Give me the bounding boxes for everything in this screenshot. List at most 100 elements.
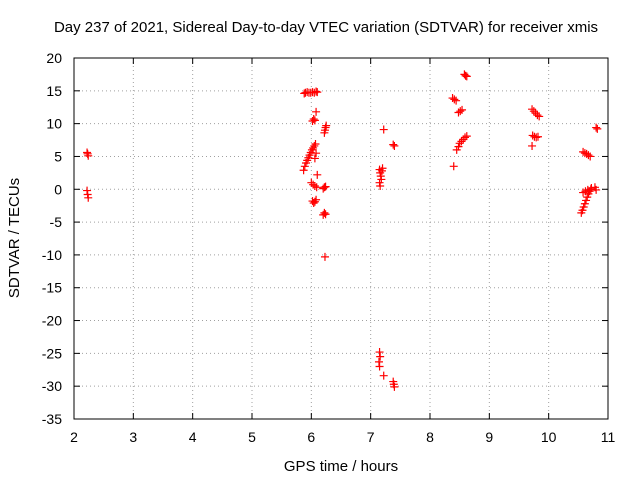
data-point bbox=[580, 199, 589, 208]
data-point bbox=[592, 185, 601, 194]
data-point bbox=[322, 121, 331, 130]
data-point bbox=[377, 175, 386, 184]
data-point bbox=[300, 162, 309, 171]
data-point bbox=[310, 197, 319, 206]
data-point bbox=[321, 182, 330, 191]
axis-ticks: 2 3 4 5 6 7 8 9 10 11 20 15 10 5 0 -5 -10 -15 -20 -25 -30 -35 bbox=[42, 50, 616, 445]
data-point bbox=[310, 116, 319, 125]
data-point bbox=[532, 133, 541, 142]
x-tick-label: 4 bbox=[189, 429, 197, 445]
data-point bbox=[310, 154, 319, 163]
data-point bbox=[309, 115, 318, 124]
data-point bbox=[320, 183, 329, 192]
data-point bbox=[462, 72, 471, 81]
data-point bbox=[587, 183, 596, 192]
data-point bbox=[461, 133, 470, 142]
data-point bbox=[578, 206, 587, 215]
grid-lines bbox=[74, 58, 608, 419]
y-tick-label: 15 bbox=[46, 83, 62, 99]
y-tick-label: 20 bbox=[46, 50, 62, 66]
x-tick-label: 9 bbox=[485, 429, 493, 445]
data-point bbox=[376, 181, 385, 190]
data-point bbox=[533, 132, 542, 141]
data-point bbox=[321, 210, 330, 219]
data-point bbox=[313, 88, 322, 97]
data-point bbox=[390, 382, 399, 391]
data-point bbox=[528, 131, 537, 140]
x-tick-label: 10 bbox=[541, 429, 557, 445]
data-point bbox=[312, 195, 321, 204]
data-point bbox=[307, 178, 316, 187]
data-point bbox=[450, 95, 459, 104]
y-tick-label: -35 bbox=[42, 411, 62, 427]
data-point bbox=[312, 149, 321, 158]
data-point bbox=[583, 193, 592, 202]
y-tick-label: -30 bbox=[42, 378, 62, 394]
plot-frame bbox=[73, 57, 609, 420]
data-point bbox=[299, 166, 308, 175]
data-point bbox=[452, 145, 461, 154]
data-point bbox=[390, 141, 399, 150]
x-tick-label: 8 bbox=[426, 429, 434, 445]
data-point bbox=[312, 183, 321, 192]
data-point bbox=[312, 87, 321, 96]
data-point bbox=[535, 112, 544, 121]
data-point bbox=[461, 71, 470, 80]
y-tick-label: -15 bbox=[42, 280, 62, 296]
data-point bbox=[456, 107, 465, 116]
data-points bbox=[83, 70, 602, 391]
data-point bbox=[528, 105, 537, 114]
chart-title: Day 237 of 2021, Sidereal Day-to-day VTE… bbox=[54, 19, 598, 36]
data-point bbox=[310, 181, 319, 190]
x-tick-label: 2 bbox=[70, 429, 78, 445]
y-tick-label: -20 bbox=[42, 313, 62, 329]
data-point bbox=[375, 362, 384, 371]
y-tick-label: 10 bbox=[46, 116, 62, 132]
data-point bbox=[455, 139, 464, 148]
data-point bbox=[452, 96, 461, 105]
data-point bbox=[528, 141, 537, 150]
data-point bbox=[531, 109, 540, 118]
data-point bbox=[449, 162, 458, 171]
x-tick-label: 5 bbox=[248, 429, 256, 445]
data-point bbox=[454, 142, 463, 151]
data-point bbox=[529, 107, 538, 116]
data-point bbox=[311, 139, 320, 148]
data-point bbox=[84, 193, 93, 202]
y-tick-label: 5 bbox=[54, 148, 62, 164]
data-point bbox=[579, 147, 588, 156]
data-point bbox=[582, 196, 591, 205]
x-tick-label: 11 bbox=[601, 429, 616, 445]
x-tick-label: 6 bbox=[307, 429, 315, 445]
data-point bbox=[586, 152, 595, 161]
data-point bbox=[376, 352, 385, 361]
data-point bbox=[533, 111, 542, 120]
data-point bbox=[379, 125, 388, 134]
data-point bbox=[310, 141, 319, 150]
y-tick-label: -5 bbox=[50, 214, 63, 230]
data-point bbox=[84, 151, 93, 160]
data-point bbox=[312, 107, 321, 116]
data-point bbox=[379, 371, 388, 380]
data-point bbox=[584, 151, 593, 160]
data-point bbox=[592, 123, 601, 132]
data-point bbox=[457, 137, 466, 146]
data-point bbox=[580, 149, 589, 158]
x-tick-label: 7 bbox=[367, 429, 375, 445]
x-tick-label: 3 bbox=[129, 429, 137, 445]
y-tick-label: 0 bbox=[54, 181, 62, 197]
y-axis-label: SDTVAR / TECUs bbox=[6, 178, 23, 298]
data-point bbox=[313, 170, 322, 179]
data-point bbox=[583, 185, 592, 194]
data-point bbox=[593, 124, 602, 133]
data-point bbox=[320, 252, 329, 261]
y-tick-label: -25 bbox=[42, 345, 62, 361]
data-point bbox=[378, 164, 387, 173]
data-point bbox=[579, 202, 588, 211]
y-tick-label: -10 bbox=[42, 247, 62, 263]
data-point bbox=[389, 140, 398, 149]
x-axis-label: GPS time / hours bbox=[284, 458, 398, 475]
data-point bbox=[462, 132, 471, 141]
data-point bbox=[458, 105, 467, 114]
